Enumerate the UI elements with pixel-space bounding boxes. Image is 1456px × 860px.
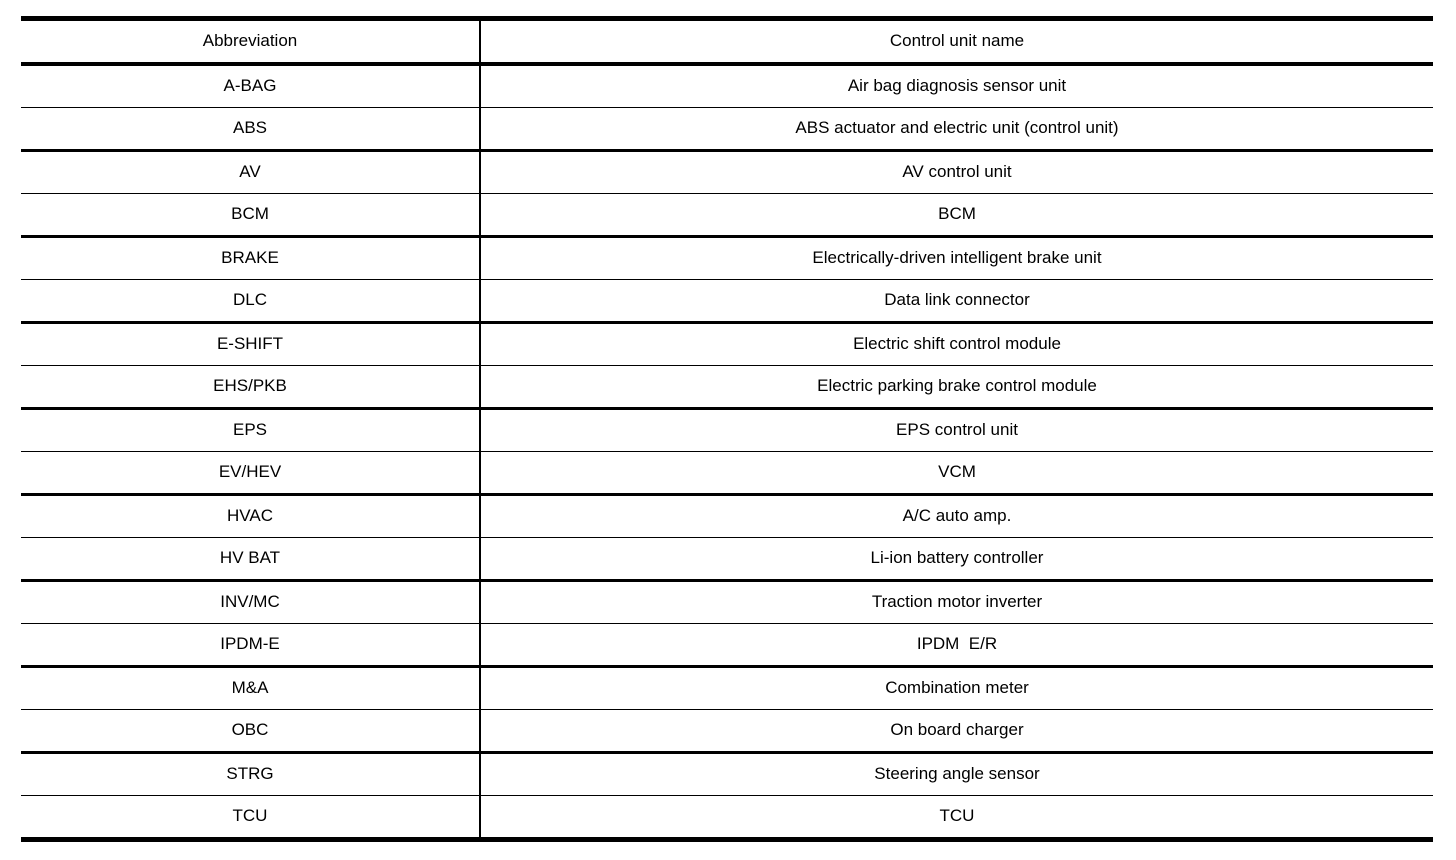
- control-unit-name-cell: Combination meter: [480, 666, 1433, 710]
- control-unit-name-cell: IPDM E/R: [480, 623, 1433, 668]
- control-unit-name-cell: Electric parking brake control module: [480, 365, 1433, 410]
- table-header: Abbreviation Control unit name: [21, 18, 1433, 66]
- abbreviation-cell: OBC: [21, 709, 481, 754]
- control-unit-name-cell: AV control unit: [480, 150, 1433, 194]
- table-row: EV/HEV VCM: [21, 451, 1433, 496]
- table-row: M&A Combination meter: [21, 666, 1433, 710]
- table-row: AV AV control unit: [21, 150, 1433, 194]
- abbreviation-cell: STRG: [21, 752, 481, 796]
- control-unit-name-cell: Steering angle sensor: [480, 752, 1433, 796]
- table-row: HVAC A/C auto amp.: [21, 494, 1433, 538]
- table-row: DLC Data link connector: [21, 279, 1433, 324]
- control-unit-name-cell: BCM: [480, 193, 1433, 238]
- abbreviation-cell: A-BAG: [21, 64, 481, 108]
- abbreviation-cell: M&A: [21, 666, 481, 710]
- control-unit-name-cell: TCU: [939, 806, 975, 826]
- table-row: IPDM-E IPDM E/R: [21, 623, 1433, 668]
- control-unit-name-cell: Electrically-driven intelligent brake un…: [480, 236, 1433, 280]
- abbreviation-cell: DLC: [21, 279, 481, 324]
- abbreviation-cell: TCU: [21, 795, 481, 840]
- control-unit-name-cell: EPS control unit: [480, 408, 1433, 452]
- table-row: ABS ABS actuator and electric unit (contr…: [21, 107, 1433, 152]
- table-row: TCU TCU: [21, 795, 1433, 840]
- table-row: A-BAG Air bag diagnosis sensor unit: [21, 64, 1433, 108]
- control-unit-name-cell: A/C auto amp.: [480, 494, 1433, 538]
- control-unit-name-cell: VCM: [480, 451, 1433, 496]
- table-row: EHS/PKB Electric parking brake control mo…: [21, 365, 1433, 410]
- column-header-abbreviation: Abbreviation: [21, 18, 481, 66]
- column-header-control-unit-name: Control unit name: [480, 18, 1433, 66]
- control-unit-name-cell: On board charger: [480, 709, 1433, 754]
- control-unit-name-cell: Air bag diagnosis sensor unit: [480, 64, 1433, 108]
- abbreviation-cell: HVAC: [21, 494, 481, 538]
- abbreviation-cell: EHS/PKB: [21, 365, 481, 410]
- control-unit-name-cell: Traction motor inverter: [480, 580, 1433, 624]
- table-row: STRG Steering angle sensor: [21, 752, 1433, 796]
- table-row: E-SHIFT Electric shift control module: [21, 322, 1433, 366]
- abbreviation-cell: INV/MC: [21, 580, 481, 624]
- control-unit-name-cell: ABS actuator and electric unit (control …: [480, 107, 1433, 152]
- table-row: BCM BCM: [21, 193, 1433, 238]
- abbreviation-cell: IPDM-E: [21, 623, 481, 668]
- table-row: OBC On board charger: [21, 709, 1433, 754]
- abbreviation-cell: EPS: [21, 408, 481, 452]
- abbreviation-cell: HV BAT: [21, 537, 481, 582]
- table-row: INV/MC Traction motor inverter: [21, 580, 1433, 624]
- abbreviation-cell: ABS: [21, 107, 481, 152]
- control-unit-name-cell: Data link connector: [480, 279, 1433, 324]
- table-row: BRAKE Electrically-driven intelligent bra…: [21, 236, 1433, 280]
- abbreviation-cell: E-SHIFT: [21, 322, 481, 366]
- abbreviation-cell: BRAKE: [21, 236, 481, 280]
- table-row: HV BAT Li-ion battery controller: [21, 537, 1433, 582]
- control-unit-name-cell: Li-ion battery controller: [480, 537, 1433, 582]
- table-row: EPS EPS control unit: [21, 408, 1433, 452]
- abbreviation-cell: AV: [21, 150, 481, 194]
- abbreviation-cell: EV/HEV: [21, 451, 481, 496]
- table-body: A-BAG Air bag diagnosis sensor unit ABS ABS…: [21, 64, 1433, 840]
- header-row: Abbreviation Control unit name: [21, 18, 1433, 66]
- control-unit-abbreviation-table: Abbreviation Control unit name A-BAG Air …: [21, 16, 1433, 842]
- abbreviation-cell: BCM: [21, 193, 481, 238]
- control-unit-name-cell: Electric shift control module: [480, 322, 1433, 366]
